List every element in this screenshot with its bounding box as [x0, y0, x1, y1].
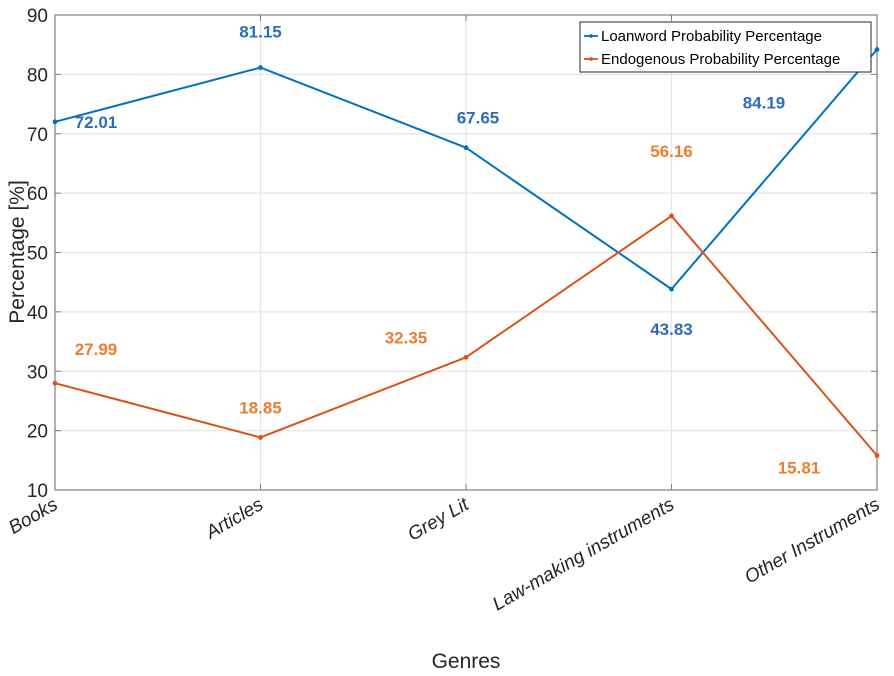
data-label: 84.19	[743, 93, 786, 112]
data-label: 56.16	[650, 142, 693, 161]
data-label: 72.01	[75, 113, 118, 132]
x-tick-label: Other Instruments	[741, 494, 884, 588]
data-point-marker	[669, 286, 674, 292]
legend-label-endogenous: Endogenous Probability Percentage	[601, 51, 840, 68]
x-tick-label: Grey Lit	[404, 494, 473, 546]
data-label: 15.81	[778, 459, 821, 478]
data-labels: 72.01 81.15 67.65 43.83 84.19 27.99 18.85 32.35…	[75, 23, 821, 478]
y-axis-ticks: 10 20 30 40 50 60 70 80 90	[27, 6, 877, 502]
legend-marker-loanword	[589, 34, 593, 38]
legend-box	[579, 21, 872, 73]
data-point-marker	[874, 453, 880, 458]
legend: Loanword Probability Percentage Endogeno…	[579, 21, 872, 73]
legend-label-loanword: Loanword Probability Percentage	[601, 28, 822, 45]
data-point-marker	[52, 380, 58, 386]
grid-lines	[55, 15, 877, 490]
data-point-marker	[463, 354, 469, 360]
legend-marker-endogenous	[589, 57, 593, 61]
data-point-marker	[52, 119, 58, 125]
data-label: 27.99	[75, 340, 118, 359]
y-tick-label: 30	[27, 362, 48, 383]
data-label: 81.15	[239, 23, 282, 42]
data-label: 32.35	[385, 328, 428, 347]
x-axis-title: Genres	[432, 650, 501, 673]
data-point-marker	[258, 65, 263, 70]
y-tick-label: 80	[27, 65, 48, 86]
data-label: 67.65	[457, 109, 500, 128]
data-point-marker	[874, 47, 880, 52]
y-tick-label: 90	[27, 6, 48, 27]
y-tick-label: 70	[27, 125, 48, 146]
data-point-marker	[463, 145, 469, 151]
y-tick-label: 20	[27, 422, 48, 443]
y-tick-label: 60	[27, 184, 48, 205]
data-point-marker	[669, 213, 674, 219]
series-group	[52, 47, 880, 458]
data-label: 18.85	[239, 398, 282, 417]
y-tick-label: 50	[27, 244, 48, 265]
x-tick-label: Law-making instruments	[489, 494, 678, 615]
y-axis-title: Percentage [%]	[6, 180, 29, 324]
x-tick-label: Articles	[202, 494, 268, 544]
data-label: 43.83	[650, 320, 693, 339]
data-point-marker	[258, 435, 263, 440]
y-tick-label: 40	[27, 303, 48, 324]
y-tick-label: 10	[27, 481, 48, 502]
